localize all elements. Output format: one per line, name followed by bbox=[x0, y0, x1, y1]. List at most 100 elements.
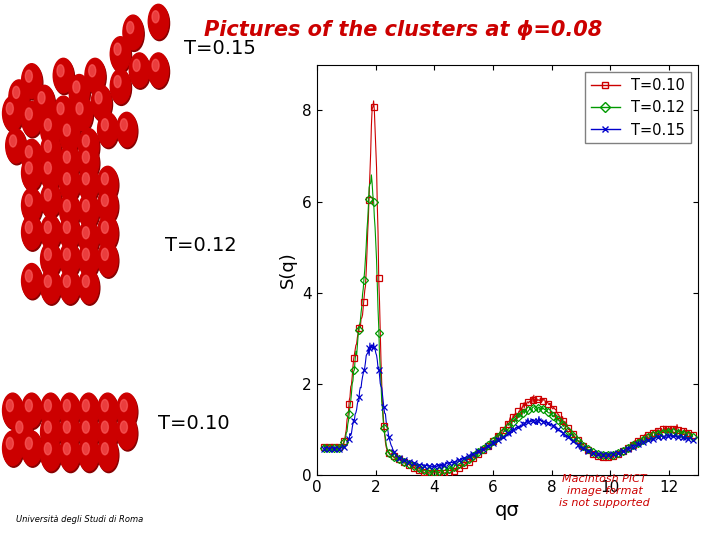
Circle shape bbox=[80, 168, 100, 202]
Circle shape bbox=[60, 242, 80, 276]
Circle shape bbox=[60, 145, 80, 179]
Circle shape bbox=[112, 71, 132, 105]
Circle shape bbox=[102, 443, 109, 455]
Circle shape bbox=[54, 98, 74, 132]
Circle shape bbox=[80, 130, 100, 165]
Circle shape bbox=[25, 146, 32, 158]
Circle shape bbox=[86, 60, 106, 94]
Circle shape bbox=[60, 119, 81, 154]
Circle shape bbox=[80, 416, 100, 451]
Circle shape bbox=[148, 4, 168, 39]
Circle shape bbox=[45, 162, 51, 174]
Circle shape bbox=[53, 58, 73, 93]
Circle shape bbox=[54, 60, 74, 94]
Circle shape bbox=[22, 264, 42, 298]
Circle shape bbox=[98, 415, 118, 449]
Legend: T=0.10, T=0.12, T=0.15: T=0.10, T=0.12, T=0.15 bbox=[585, 72, 691, 143]
Circle shape bbox=[45, 275, 51, 287]
Circle shape bbox=[60, 166, 80, 201]
Circle shape bbox=[63, 124, 71, 136]
Text: T=0.12: T=0.12 bbox=[165, 236, 236, 255]
Circle shape bbox=[63, 275, 71, 287]
Circle shape bbox=[42, 271, 62, 305]
Circle shape bbox=[114, 76, 121, 87]
Circle shape bbox=[22, 188, 42, 222]
Circle shape bbox=[22, 215, 42, 249]
Circle shape bbox=[99, 217, 119, 251]
Circle shape bbox=[82, 200, 89, 212]
Circle shape bbox=[78, 415, 99, 449]
Circle shape bbox=[45, 400, 51, 411]
Circle shape bbox=[78, 436, 99, 471]
Circle shape bbox=[98, 188, 118, 222]
Circle shape bbox=[99, 395, 119, 429]
Circle shape bbox=[40, 183, 60, 217]
Circle shape bbox=[82, 421, 89, 433]
Circle shape bbox=[60, 415, 80, 449]
Circle shape bbox=[117, 395, 138, 429]
Circle shape bbox=[78, 129, 99, 163]
Circle shape bbox=[133, 59, 140, 71]
Circle shape bbox=[73, 81, 80, 93]
Circle shape bbox=[13, 86, 19, 98]
Circle shape bbox=[25, 270, 32, 282]
Circle shape bbox=[42, 438, 62, 472]
Circle shape bbox=[98, 112, 118, 147]
Circle shape bbox=[82, 400, 89, 411]
Circle shape bbox=[102, 173, 109, 185]
Circle shape bbox=[60, 215, 80, 249]
Circle shape bbox=[70, 76, 90, 111]
Circle shape bbox=[63, 400, 71, 411]
Circle shape bbox=[99, 190, 119, 224]
Circle shape bbox=[148, 53, 168, 87]
Circle shape bbox=[102, 194, 109, 206]
Circle shape bbox=[40, 415, 60, 449]
Circle shape bbox=[25, 108, 32, 120]
Circle shape bbox=[91, 85, 112, 120]
Circle shape bbox=[80, 195, 100, 230]
Circle shape bbox=[112, 38, 132, 73]
Circle shape bbox=[110, 37, 130, 71]
Circle shape bbox=[25, 437, 32, 449]
Circle shape bbox=[60, 146, 81, 181]
Circle shape bbox=[120, 119, 127, 131]
Circle shape bbox=[80, 222, 100, 256]
Circle shape bbox=[60, 436, 80, 471]
Circle shape bbox=[78, 393, 99, 428]
Circle shape bbox=[95, 92, 102, 104]
Circle shape bbox=[57, 65, 64, 77]
Circle shape bbox=[40, 134, 60, 168]
Circle shape bbox=[82, 135, 89, 147]
Circle shape bbox=[98, 242, 118, 276]
Circle shape bbox=[60, 269, 80, 303]
Circle shape bbox=[22, 64, 42, 98]
Circle shape bbox=[45, 140, 51, 152]
Circle shape bbox=[60, 271, 81, 305]
Circle shape bbox=[102, 400, 109, 411]
Circle shape bbox=[72, 96, 92, 131]
Circle shape bbox=[60, 416, 81, 451]
Circle shape bbox=[25, 400, 32, 411]
Circle shape bbox=[130, 53, 150, 87]
Circle shape bbox=[22, 395, 42, 429]
Circle shape bbox=[4, 395, 24, 429]
Circle shape bbox=[120, 400, 127, 411]
Circle shape bbox=[99, 438, 119, 472]
Circle shape bbox=[127, 22, 134, 33]
Circle shape bbox=[45, 248, 51, 260]
Circle shape bbox=[45, 119, 51, 131]
Circle shape bbox=[42, 184, 62, 219]
Text: Macintosh PICT
image format
is not supported: Macintosh PICT image format is not suppo… bbox=[559, 475, 650, 508]
Circle shape bbox=[60, 195, 81, 230]
Circle shape bbox=[73, 98, 94, 132]
Circle shape bbox=[149, 55, 169, 89]
Circle shape bbox=[63, 443, 71, 455]
Circle shape bbox=[123, 15, 143, 50]
Circle shape bbox=[42, 395, 62, 429]
Circle shape bbox=[40, 215, 60, 249]
Circle shape bbox=[63, 151, 71, 163]
Circle shape bbox=[13, 416, 33, 451]
Circle shape bbox=[85, 58, 105, 93]
Circle shape bbox=[78, 145, 99, 179]
Circle shape bbox=[9, 135, 17, 147]
